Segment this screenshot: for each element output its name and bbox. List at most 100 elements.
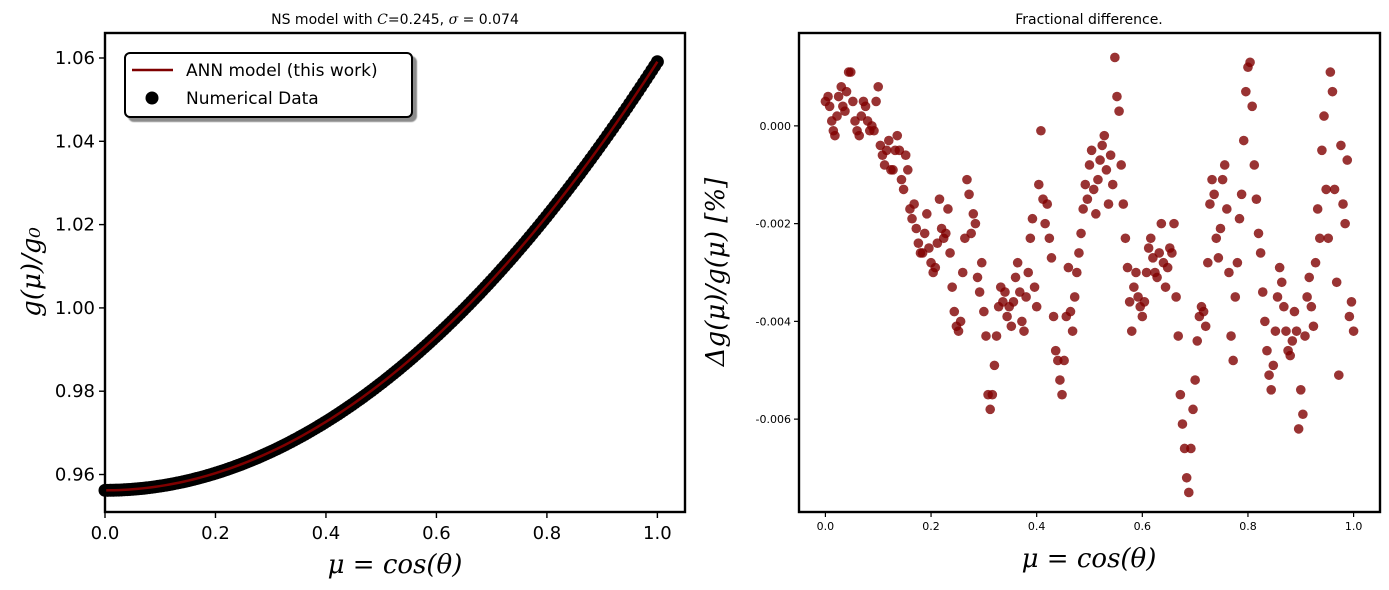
fractional-difference-point — [974, 287, 985, 297]
fractional-difference-point — [1010, 272, 1021, 283]
fractional-difference-point — [1348, 326, 1359, 336]
fractional-difference-point — [1302, 292, 1312, 302]
fractional-difference-point — [1114, 106, 1124, 117]
left-y-ticks: 0.96 0.98 1.00 1.02 1.04 1.06 — [55, 48, 105, 486]
fractional-difference-point — [845, 67, 856, 77]
fractional-difference-point — [1103, 199, 1114, 209]
fractional-difference-point — [1152, 272, 1162, 283]
fractional-difference-point — [1198, 306, 1209, 317]
fractional-difference-point — [1156, 218, 1167, 229]
fractional-difference-point — [1211, 233, 1222, 244]
fractional-difference-point — [1295, 385, 1306, 395]
fractional-difference-point — [1154, 248, 1165, 258]
fractional-difference-point — [1175, 389, 1186, 400]
left-x-tick-label: 0.8 — [533, 523, 562, 544]
left-x-tick-label: 0.6 — [422, 523, 451, 544]
left-x-axis-label: μ = cos(θ) — [328, 550, 463, 580]
fractional-difference-point — [1272, 292, 1283, 302]
fractional-difference-point — [1169, 218, 1179, 229]
fractional-difference-point — [1310, 257, 1321, 268]
fractional-difference-point — [1287, 336, 1298, 346]
legend: ANN model (this work) Numerical Data — [124, 52, 413, 118]
fractional-difference-point — [1255, 248, 1266, 258]
fractional-difference-point — [1346, 297, 1357, 307]
fractional-difference-point — [1069, 292, 1080, 302]
fractional-difference-point — [1253, 228, 1264, 239]
fractional-difference-point — [947, 282, 957, 292]
fractional-difference-point — [957, 267, 968, 278]
fractional-difference-point — [841, 86, 852, 97]
right-x-tick-label: 0.8 — [1239, 520, 1257, 533]
fractional-difference-point — [900, 150, 911, 160]
fractional-difference-point — [1055, 375, 1065, 385]
fractional-difference-point — [1300, 331, 1310, 341]
fractional-difference-point — [1291, 326, 1302, 336]
left-y-tick-label: 1.00 — [55, 298, 95, 319]
fractional-difference-point — [881, 145, 892, 156]
fractional-difference-point — [1080, 179, 1091, 190]
left-x-tick-label: 0.0 — [91, 523, 120, 544]
fractional-difference-point — [1344, 311, 1355, 322]
fractional-difference-point — [1251, 194, 1262, 204]
fractional-difference-point — [1101, 165, 1112, 175]
fractional-difference-point — [985, 404, 996, 415]
fractional-difference-point — [1209, 189, 1219, 200]
fractional-difference-point — [972, 272, 983, 283]
fractional-difference-point — [930, 262, 941, 273]
fractional-difference-point — [1312, 204, 1323, 214]
fractional-difference-point — [1177, 419, 1188, 429]
fractional-difference-point — [873, 81, 884, 92]
fractional-difference-point — [1224, 267, 1234, 278]
fractional-difference-point — [1236, 189, 1247, 200]
left-y-tick-label: 1.06 — [55, 48, 95, 69]
right-x-axis-label: μ = cos(θ) — [1022, 544, 1157, 574]
fractional-difference-point — [1334, 370, 1344, 380]
fractional-difference-point — [1308, 321, 1319, 332]
fractional-difference-point — [1126, 326, 1137, 336]
fractional-difference-point — [1099, 130, 1110, 141]
fractional-difference-point — [1110, 52, 1120, 63]
fractional-difference-point — [1222, 204, 1232, 214]
fractional-difference-point — [1205, 199, 1215, 209]
fractional-difference-point — [1141, 267, 1152, 278]
fractional-difference-point — [830, 130, 840, 141]
fractional-difference-point — [1072, 267, 1082, 278]
fractional-difference-point — [1031, 301, 1042, 312]
left-x-tick-label: 1.0 — [643, 523, 672, 544]
fractional-difference-point — [1190, 375, 1200, 385]
fractional-difference-point — [919, 228, 930, 239]
fractional-difference-point — [962, 174, 972, 185]
fractional-difference-point — [1230, 292, 1241, 302]
fractional-difference-point — [1232, 257, 1243, 268]
fractional-difference-point — [1167, 248, 1177, 258]
fractional-difference-point — [987, 389, 998, 400]
fractional-difference-point — [1040, 218, 1050, 229]
fractional-difference-point — [1095, 155, 1105, 165]
fractional-difference-point — [922, 209, 932, 219]
fractional-difference-point — [1249, 160, 1260, 170]
fractional-difference-point — [1050, 345, 1061, 356]
fractional-difference-point — [1093, 174, 1103, 185]
fractional-difference-point — [1143, 243, 1154, 253]
fractional-difference-point — [869, 125, 879, 136]
fractional-difference-point — [949, 306, 960, 317]
fractional-difference-point — [898, 184, 909, 195]
fractional-difference-point — [909, 199, 919, 209]
fractional-difference-point — [966, 228, 976, 239]
legend-entry-ann-model: ANN model (this work) — [186, 61, 378, 81]
fractional-difference-point — [976, 257, 987, 268]
fractional-difference-point — [1029, 282, 1040, 292]
fractional-difference-point — [1285, 350, 1296, 361]
left-x-ticks: 0.0 0.2 0.4 0.6 0.8 1.0 — [91, 512, 672, 544]
fractional-difference-point — [970, 218, 981, 229]
fractional-difference-point — [1139, 297, 1150, 307]
fractional-difference-point — [854, 130, 865, 141]
fractional-difference-point — [1200, 321, 1211, 332]
left-x-tick-label: 0.2 — [201, 523, 230, 544]
fractional-difference-point — [1262, 345, 1272, 356]
fractional-difference-point — [1306, 301, 1317, 312]
right-scatter-points — [820, 52, 1359, 498]
legend-entry-numerical-data: Numerical Data — [186, 89, 319, 109]
fractional-difference-point — [979, 306, 989, 317]
fractional-difference-point — [1228, 355, 1238, 366]
